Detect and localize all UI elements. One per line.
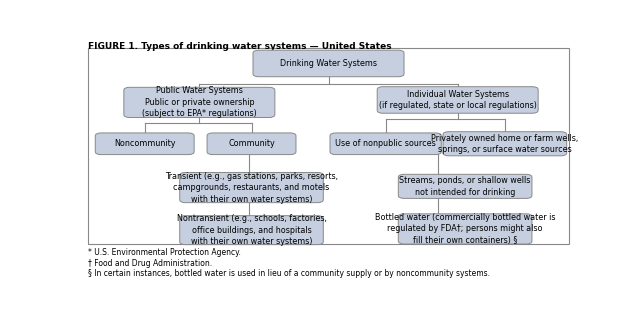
Text: Public Water Systems
Public or private ownership
(subject to EPA* regulations): Public Water Systems Public or private o…	[142, 87, 257, 118]
FancyBboxPatch shape	[179, 216, 323, 245]
Text: Noncommunity: Noncommunity	[114, 139, 176, 148]
Text: Individual Water Systems
(if regulated, state or local regulations): Individual Water Systems (if regulated, …	[379, 90, 537, 110]
FancyBboxPatch shape	[96, 133, 194, 155]
FancyBboxPatch shape	[179, 173, 323, 203]
FancyBboxPatch shape	[124, 87, 275, 118]
Text: Bottled water (commercially bottled water is
regulated by FDA†; persons might al: Bottled water (commercially bottled wate…	[375, 213, 555, 245]
Text: Transient (e.g., gas stations, parks, resorts,
campgrounds, restaurants, and mot: Transient (e.g., gas stations, parks, re…	[165, 172, 338, 204]
Text: Use of nonpublic sources: Use of nonpublic sources	[335, 139, 436, 148]
FancyBboxPatch shape	[88, 48, 569, 244]
FancyBboxPatch shape	[398, 214, 532, 244]
Text: Community: Community	[228, 139, 275, 148]
FancyBboxPatch shape	[443, 132, 567, 156]
Text: Privately owned home or farm wells,
springs, or surface water sources: Privately owned home or farm wells, spri…	[431, 134, 578, 154]
FancyBboxPatch shape	[330, 133, 441, 155]
Text: * U.S. Environmental Protection Agency.: * U.S. Environmental Protection Agency.	[88, 248, 240, 258]
Text: Drinking Water Systems: Drinking Water Systems	[280, 59, 377, 68]
FancyBboxPatch shape	[253, 50, 404, 77]
Text: FIGURE 1. Types of drinking water systems — United States: FIGURE 1. Types of drinking water system…	[88, 42, 391, 51]
Text: Streams, ponds, or shallow wells
not intended for drinking: Streams, ponds, or shallow wells not int…	[399, 176, 531, 197]
FancyBboxPatch shape	[398, 174, 532, 198]
Text: Nontransient (e.g., schools, factories,
office buildings, and hospitals
with the: Nontransient (e.g., schools, factories, …	[176, 214, 326, 246]
FancyBboxPatch shape	[207, 133, 296, 155]
Text: § In certain instances, bottled water is used in lieu of a community supply or b: § In certain instances, bottled water is…	[88, 269, 490, 277]
FancyBboxPatch shape	[377, 87, 538, 113]
Text: † Food and Drug Administration.: † Food and Drug Administration.	[88, 258, 212, 268]
